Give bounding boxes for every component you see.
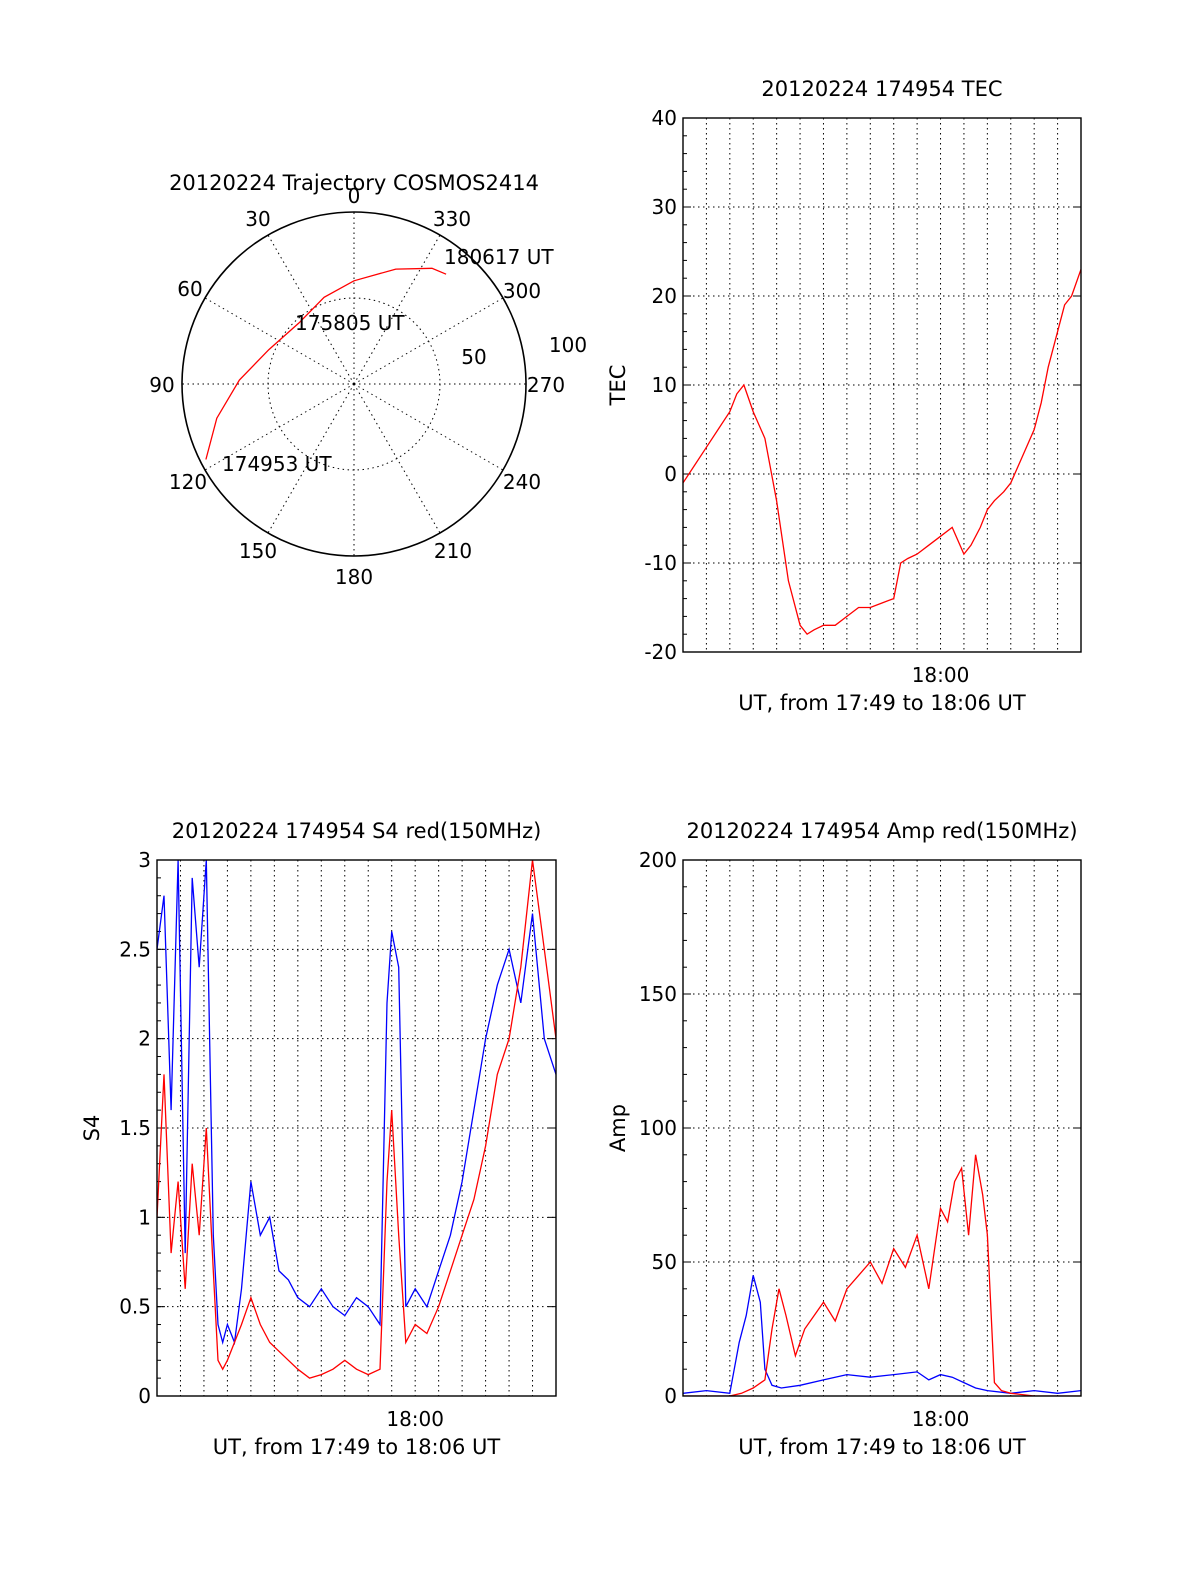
polar-outer-ring (181, 211, 527, 557)
y-tick-label: 10 (652, 373, 677, 397)
polar-spoke (353, 383, 441, 534)
polar-angle-label: 120 (169, 470, 207, 494)
series-line (683, 1154, 1081, 1396)
polar-title: 20120224 Trajectory COSMOS2414 (169, 171, 539, 195)
y-tick-label: 100 (639, 1116, 677, 1140)
polar-spoke (353, 297, 504, 385)
series-line (157, 860, 556, 1379)
x-tick-label: 18:00 (912, 1407, 970, 1431)
chart-title: 20120224 174954 TEC (761, 77, 1002, 101)
x-axis-label: UT, from 17:49 to 18:06 UT (738, 1435, 1026, 1459)
y-tick-label: 200 (639, 848, 677, 872)
polar-angle-label: 300 (503, 279, 541, 303)
polar-angle-label: 0 (348, 184, 361, 208)
y-tick-label: 30 (652, 195, 677, 219)
y-tick-label: 0 (664, 462, 677, 486)
y-axis-label: S4 (80, 1115, 104, 1142)
y-tick-label: -20 (644, 640, 677, 664)
y-tick-label: 0 (664, 1384, 677, 1408)
polar-spoke (353, 234, 441, 385)
y-tick-label: 40 (652, 106, 677, 130)
polar-angle-label: 240 (503, 470, 541, 494)
chart-title: 20120224 174954 S4 red(150MHz) (172, 819, 542, 843)
y-tick-label: 50 (652, 1250, 677, 1274)
polar-angle-label: 30 (245, 207, 270, 231)
polar-spoke (204, 383, 355, 471)
polar-angle-label: 270 (527, 373, 565, 397)
polar-angle-label: 180 (335, 565, 373, 589)
tec-chart: 20120224 174954 TEC -20 -10 0 10 20 30 40 18:00 U… (606, 77, 1082, 715)
s4-chart: 20120224 174954 S4 red(150MHz) 0 0.5 1 1.5 2 2… (80, 819, 557, 1459)
polar-angle-label: 330 (433, 207, 471, 231)
plot-frame (156, 859, 557, 1397)
y-tick-label: 0.5 (119, 1295, 151, 1319)
series-line (157, 860, 556, 1345)
y-tick-label: 1 (138, 1205, 151, 1229)
plot-frame (682, 117, 1082, 653)
trajectory-time-label: 175805 UT (295, 311, 405, 335)
y-tick-label: 20 (652, 284, 677, 308)
polar-angle-label: 150 (239, 539, 277, 563)
polar-radius-label: 100 (549, 333, 587, 357)
y-tick-label: 3 (138, 848, 151, 872)
y-tick-label: 2 (138, 1027, 151, 1051)
polar-radius-label: 50 (461, 345, 486, 369)
y-axis-label: TEC (606, 365, 630, 407)
chart-title: 20120224 174954 Amp red(150MHz) (686, 819, 1077, 843)
polar-spoke (267, 383, 355, 534)
polar-angle-label: 90 (149, 373, 174, 397)
x-tick-label: 18:00 (386, 1407, 444, 1431)
x-axis-label: UT, from 17:49 to 18:06 UT (213, 1435, 501, 1459)
trajectory-time-label: 180617 UT (444, 245, 554, 269)
y-axis-label: Amp (606, 1104, 630, 1152)
series-line (683, 269, 1081, 636)
y-tick-label: 2.5 (119, 937, 151, 961)
polar-angle-label: 60 (177, 277, 202, 301)
y-tick-label: 150 (639, 982, 677, 1006)
y-tick-label: 1.5 (119, 1116, 151, 1140)
plot-frame (682, 859, 1082, 1397)
y-tick-label: 0 (138, 1384, 151, 1408)
polar-spoke (267, 234, 355, 385)
trajectory-time-label: 174953 UT (222, 452, 332, 476)
polar-ring (267, 297, 441, 471)
series-line (683, 1275, 1081, 1395)
x-axis-label: UT, from 17:49 to 18:06 UT (738, 691, 1026, 715)
amp-chart: 20120224 174954 Amp red(150MHz) 0 50 100 150… (606, 819, 1082, 1459)
trajectory-line (205, 267, 447, 460)
polar-angle-label: 210 (434, 539, 472, 563)
x-tick-label: 18:00 (912, 663, 970, 687)
y-tick-label: -10 (644, 551, 677, 575)
